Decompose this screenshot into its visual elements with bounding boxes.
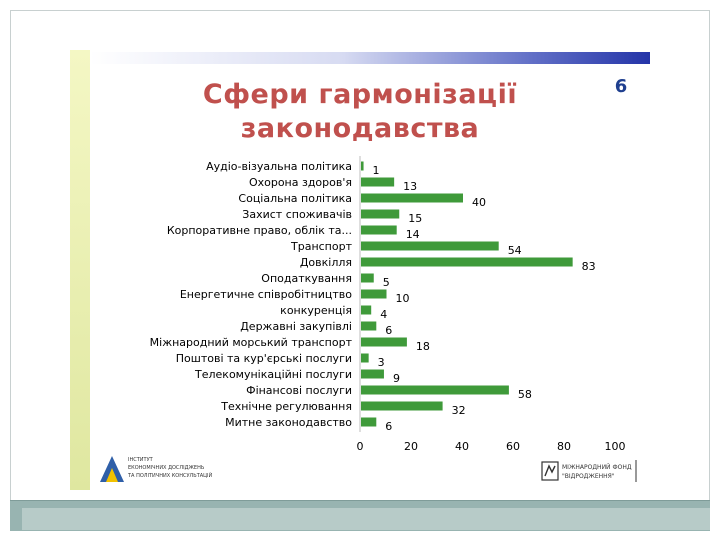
fund-logo-text-1: МІЖНАРОДНИЙ ФОНД [562,464,632,471]
slide-title-line1: Сфери гармонізації [202,79,518,110]
category-label: Довкілля [300,256,352,269]
international-fund-logo-icon [541,461,559,481]
data-label: 58 [518,388,532,401]
bar [361,337,407,347]
data-label: 32 [452,404,466,417]
data-label: 9 [393,372,400,385]
category-label: Державні закупівлі [240,320,352,333]
bar [361,257,573,267]
data-label: 14 [406,228,420,241]
bar [361,385,509,395]
institute-logo-text-1: ІНСТИТУТ [128,457,154,463]
category-label: Аудіо-візуальна політика [206,160,352,173]
category-label: Оподаткування [261,272,352,285]
data-label: 13 [403,180,417,193]
institute-logo-text-2: ЕКОНОМІЧНИХ ДОСЛІДЖЕНЬ [128,465,205,471]
category-label: Захист споживачів [242,208,352,221]
bar [361,305,372,315]
data-label: 3 [378,356,385,369]
data-label: 15 [408,212,422,225]
data-label: 4 [380,308,387,321]
x-tick-label: 60 [506,440,520,453]
x-tick-label: 40 [455,440,469,453]
x-tick-label: 0 [357,440,364,453]
data-label: 6 [385,324,392,337]
bar [361,241,499,251]
category-label: Телекомунікаційні послуги [194,368,352,381]
bar [361,401,443,411]
category-label: Митне законодавство [225,416,352,429]
x-tick-label: 80 [557,440,571,453]
bar [361,209,400,219]
bar [361,321,377,331]
category-label: Фінансові послуги [246,384,352,397]
x-tick-label: 100 [605,440,626,453]
data-label: 54 [508,244,522,257]
category-label: Технічне регулювання [220,400,352,413]
data-label: 40 [472,196,486,209]
bar [361,273,374,283]
data-label: 83 [582,260,596,273]
data-label: 5 [383,276,390,289]
bar [361,369,384,379]
category-label: Транспорт [290,240,353,253]
category-label: Енергетичне співробітництво [180,288,352,301]
category-label: Охорона здоров'я [249,176,352,189]
slide-title-line2: законодавства [240,113,480,144]
institute-logo-text-3: ТА ПОЛІТИЧНИХ КОНСУЛЬТАЦІЙ [127,472,213,479]
bar [361,161,364,171]
fund-logo: МІЖНАРОДНИЙ ФОНД "ВІДРОДЖЕННЯ" [541,460,637,482]
category-label: Корпоративне право, облік та... [167,224,352,237]
x-tick-label: 20 [404,440,418,453]
footer-bar-inner [22,508,710,530]
bar [361,353,369,363]
bar [361,417,377,427]
category-label: Міжнародний морський транспорт [150,336,353,349]
institute-logo-icon [100,456,124,482]
bar [361,225,397,235]
slide-title: Сфери гармонізації законодавства [170,78,550,146]
left-decorative-stripe [70,50,90,490]
slide-number: 6 [614,76,628,97]
data-label: 18 [416,340,430,353]
category-label: Поштові та кур'єрські послуги [176,352,352,365]
data-label: 10 [396,292,410,305]
fund-logo-text-2: "ВІДРОДЖЕННЯ" [562,473,615,480]
bar [361,193,463,203]
category-label: Соціальна політика [238,192,352,205]
data-label: 1 [373,164,380,177]
category-label: конкуренція [280,304,352,317]
bar [361,289,387,299]
institute-logo: ІНСТИТУТ ЕКОНОМІЧНИХ ДОСЛІДЖЕНЬ ТА ПОЛІТ… [100,456,213,482]
bar [361,177,395,187]
data-label: 6 [385,420,392,433]
top-gradient-band [90,52,650,64]
